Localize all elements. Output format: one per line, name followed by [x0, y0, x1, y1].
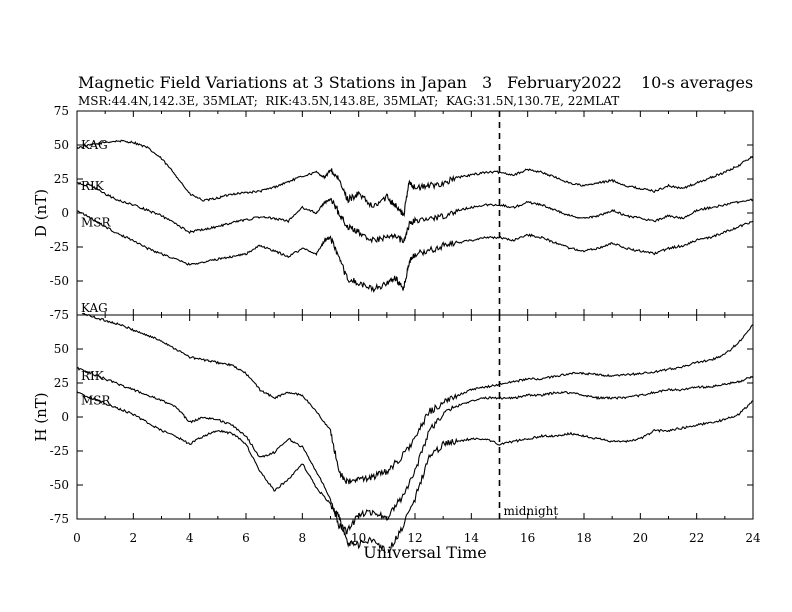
x-tick-label: 8: [299, 531, 307, 545]
chart-subtitle-stations: MSR:44.4N,142.3E, 35MLAT; RIK:43.5N,143.…: [78, 94, 619, 108]
x-tick-label: 18: [576, 531, 591, 545]
y-tick-label-H: -25: [50, 444, 69, 458]
y-axis-label-D: D (nT): [32, 189, 50, 237]
series-label-D-KAG: KAG: [81, 138, 108, 152]
y-axis-label-H: H (nT): [32, 392, 50, 441]
series-label-H-MSR: MSR: [81, 394, 112, 408]
y-tick-label-D: 25: [54, 172, 69, 186]
x-tick-label: 22: [689, 531, 704, 545]
y-tick-label-H: -75: [50, 512, 69, 526]
panel-frame-H: [76, 314, 754, 520]
y-tick-label-H: 25: [54, 376, 69, 390]
y-tick-label-H: 50: [54, 342, 69, 356]
panel-frame-D: [76, 110, 754, 316]
series-line-H-RIK: [77, 366, 753, 535]
y-tick-label-H: 0: [61, 410, 69, 424]
chart-title-main: Magnetic Field Variations at 3 Stations …: [78, 73, 467, 92]
y-tick-label-D: 0: [61, 206, 69, 220]
chart-title-averaging: 10-s averages: [641, 73, 753, 92]
x-tick-label: 10: [351, 531, 366, 545]
x-axis-label: Universal Time: [363, 543, 486, 562]
series-line-D-MSR: [77, 210, 753, 293]
series-line-H-MSR: [77, 391, 753, 553]
y-tick-label-D: -50: [50, 274, 69, 288]
y-tick-label-D: -75: [50, 308, 69, 322]
x-tick-label: 20: [633, 531, 648, 545]
y-tick-label-D: -25: [50, 240, 69, 254]
chart-title-month-year: February2022: [507, 73, 622, 92]
y-tick-label-D: 75: [54, 104, 69, 118]
x-tick-label: 12: [407, 531, 422, 545]
x-tick-label: 24: [745, 531, 761, 545]
x-tick-label: 0: [73, 531, 81, 545]
x-tick-label: 4: [186, 531, 194, 545]
series-line-H-KAG: [81, 313, 753, 485]
series-label-H-KAG: KAG: [81, 301, 108, 315]
y-tick-label-D: 50: [54, 138, 69, 152]
x-tick-label: 2: [130, 531, 138, 545]
y-tick-label-H: -50: [50, 478, 69, 492]
series-label-D-RIK: RIK: [81, 179, 105, 193]
series-label-H-RIK: RIK: [81, 369, 105, 383]
midnight-annotation: midnight: [504, 504, 559, 518]
x-tick-label: 6: [242, 531, 250, 545]
x-tick-label: 16: [520, 531, 535, 545]
series-line-D-RIK: [77, 181, 753, 244]
series-label-D-MSR: MSR: [81, 216, 112, 230]
plot-area: 75 50 25 0 -25 -50 -75 D (nT) KAG RIK MSR 50 25 0 -25 -…: [32, 104, 761, 553]
series-line-D-KAG: [77, 139, 753, 218]
chart-title-day: 3: [482, 73, 492, 92]
x-tick-label: 14: [464, 531, 480, 545]
